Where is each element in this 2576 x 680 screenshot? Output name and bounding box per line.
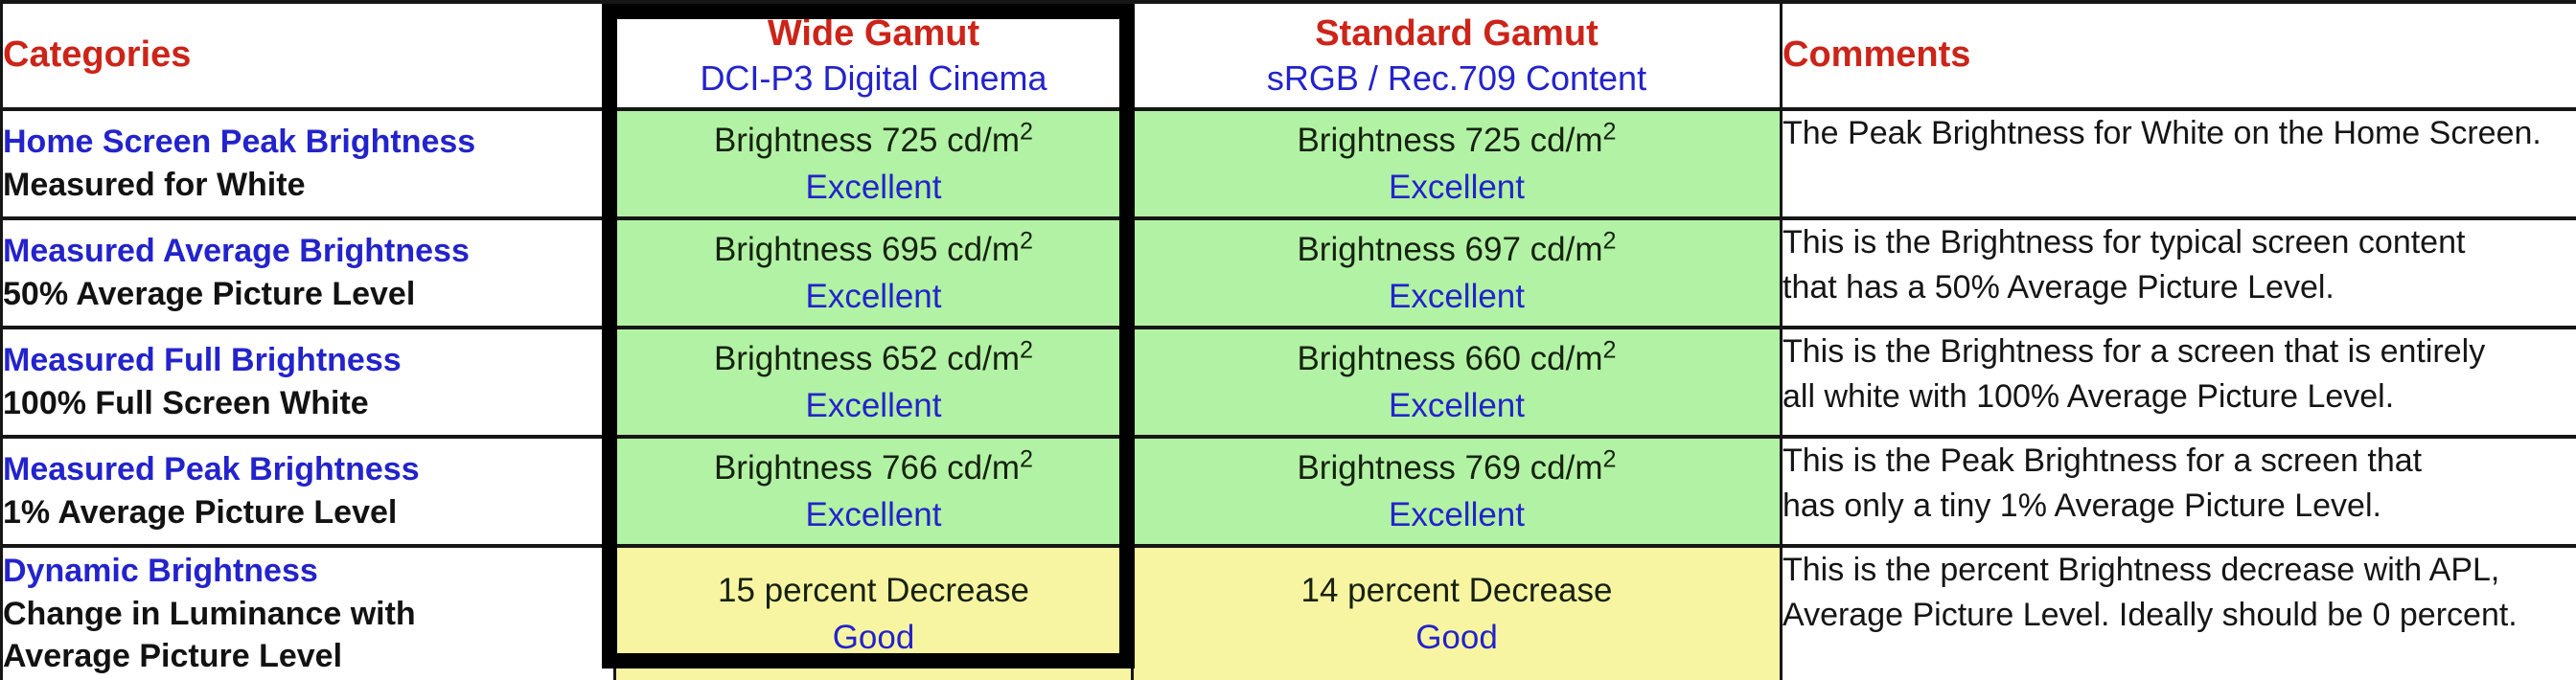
comment-line: has only a tiny 1% Average Picture Level… — [1782, 487, 2381, 524]
wide-gamut-value-cell: Brightness 652 cd/m2 Excellent — [613, 326, 1134, 439]
category-subtitle: 1% Average Picture Level — [3, 494, 398, 531]
comment-line: all white with 100% Average Picture Leve… — [1782, 377, 2395, 415]
measurement-value: Brightness 725 cd/m2 — [1297, 118, 1617, 159]
header-wide-gamut-title: Wide Gamut — [767, 12, 980, 54]
header-comments: Comments — [1780, 0, 2576, 111]
comment-cell: The Peak Brightness for White on the Hom… — [1780, 107, 2576, 220]
rating-label: Good — [1415, 619, 1498, 656]
comment-line: This is the percent Brightness decrease … — [1782, 552, 2500, 588]
header-categories-label: Categories — [3, 34, 192, 76]
rating-label: Excellent — [805, 278, 942, 315]
rating-label: Excellent — [805, 169, 942, 206]
rating-label: Excellent — [805, 496, 942, 533]
category-subtitle: Average Picture Level — [3, 638, 343, 675]
standard-gamut-value-cell: Brightness 660 cd/m2 Excellent — [1131, 326, 1782, 439]
header-wide-gamut: Wide Gamut DCI-P3 Digital Cinema — [613, 0, 1134, 111]
category-title: Measured Full Brightness — [3, 342, 402, 379]
wide-gamut-value-cell: 15 percent Decrease Good — [613, 544, 1134, 680]
wide-gamut-value-cell: Brightness 766 cd/m2 Excellent — [613, 435, 1134, 548]
header-row: Categories Wide Gamut DCI-P3 Digital Cin… — [0, 0, 2576, 111]
rating-label: Excellent — [1388, 496, 1526, 533]
category-cell: Dynamic Brightness Change in Luminance wi… — [0, 544, 616, 680]
standard-gamut-value-cell: Brightness 697 cd/m2 Excellent — [1131, 216, 1782, 329]
unit-superscript: 2 — [1020, 445, 1034, 473]
category-title: Home Screen Peak Brightness — [3, 124, 476, 161]
rating-label: Excellent — [805, 387, 942, 424]
header-wide-gamut-subtitle: DCI-P3 Digital Cinema — [700, 58, 1047, 99]
unit-superscript: 2 — [1602, 445, 1617, 473]
unit-superscript: 2 — [1020, 118, 1034, 146]
unit-superscript: 2 — [1020, 336, 1034, 364]
measurement-value: 15 percent Decrease — [718, 572, 1029, 609]
category-title: Dynamic Brightness — [3, 552, 318, 589]
measurement-value: Brightness 695 cd/m2 — [713, 227, 1034, 268]
measurement-value: Brightness 766 cd/m2 — [713, 445, 1034, 487]
table-row: Dynamic Brightness Change in Luminance wi… — [0, 544, 2576, 680]
category-subtitle: 100% Full Screen White — [3, 385, 369, 421]
unit-superscript: 2 — [1602, 227, 1617, 255]
category-title: Measured Average Brightness — [3, 233, 470, 270]
comment-cell: This is the Peak Brightness for a screen… — [1780, 435, 2576, 548]
standard-gamut-value-cell: Brightness 725 cd/m2 Excellent — [1131, 107, 1782, 220]
rating-label: Excellent — [1388, 169, 1526, 206]
header-standard-gamut-subtitle: sRGB / Rec.709 Content — [1266, 58, 1647, 99]
comment-cell: This is the percent Brightness decrease … — [1780, 544, 2576, 680]
unit-superscript: 2 — [1020, 227, 1034, 255]
standard-gamut-value-cell: 14 percent Decrease Good — [1131, 544, 1782, 680]
measurement-value: Brightness 769 cd/m2 — [1297, 445, 1617, 487]
rating-label: Excellent — [1388, 387, 1526, 424]
comment-cell: This is the Brightness for a screen that… — [1780, 326, 2576, 439]
measurement-value: Brightness 725 cd/m2 — [713, 118, 1034, 159]
table-row: Measured Peak Brightness 1% Average Pictu… — [0, 435, 2576, 548]
measurement-value: 14 percent Decrease — [1300, 572, 1613, 609]
header-standard-gamut-title: Standard Gamut — [1315, 12, 1598, 54]
measurement-value: Brightness 652 cd/m2 — [713, 336, 1034, 377]
comment-line: Average Picture Level. Ideally should be… — [1782, 596, 2518, 633]
comment-line: that has a 50% Average Picture Level. — [1782, 268, 2334, 306]
wide-gamut-value-cell: Brightness 695 cd/m2 Excellent — [613, 216, 1134, 329]
rating-label: Excellent — [1388, 278, 1526, 315]
comment-cell: This is the Brightness for typical scree… — [1780, 216, 2576, 329]
category-cell: Measured Peak Brightness 1% Average Pictu… — [0, 435, 616, 548]
category-cell: Measured Full Brightness 100% Full Screen… — [0, 326, 616, 439]
comment-line: This is the Peak Brightness for a screen… — [1782, 442, 2423, 479]
category-cell: Measured Average Brightness 50% Average P… — [0, 216, 616, 329]
category-subtitle: Measured for White — [3, 167, 306, 203]
unit-superscript: 2 — [1602, 336, 1617, 364]
comment-line: The Peak Brightness for White on the Hom… — [1782, 115, 2542, 151]
category-subtitle: 50% Average Picture Level — [3, 276, 416, 312]
comment-line: This is the Brightness for a screen that… — [1782, 333, 2486, 370]
header-categories: Categories — [0, 0, 616, 111]
comment-line: This is the Brightness for typical scree… — [1782, 224, 2466, 261]
category-cell: Home Screen Peak Brightness Measured for … — [0, 107, 616, 220]
table-row: Measured Average Brightness 50% Average P… — [0, 216, 2576, 329]
unit-superscript: 2 — [1602, 118, 1617, 146]
table-row: Home Screen Peak Brightness Measured for … — [0, 107, 2576, 220]
wide-gamut-value-cell: Brightness 725 cd/m2 Excellent — [613, 107, 1134, 220]
category-title: Measured Peak Brightness — [3, 451, 420, 488]
table-row: Measured Full Brightness 100% Full Screen… — [0, 326, 2576, 439]
rating-label: Good — [832, 619, 915, 656]
measurement-value: Brightness 660 cd/m2 — [1297, 336, 1617, 377]
measurement-value: Brightness 697 cd/m2 — [1297, 227, 1617, 268]
category-subtitle: Change in Luminance with — [3, 595, 416, 632]
standard-gamut-value-cell: Brightness 769 cd/m2 Excellent — [1131, 435, 1782, 548]
header-standard-gamut: Standard Gamut sRGB / Rec.709 Content — [1131, 0, 1782, 111]
header-comments-label: Comments — [1782, 34, 1971, 76]
